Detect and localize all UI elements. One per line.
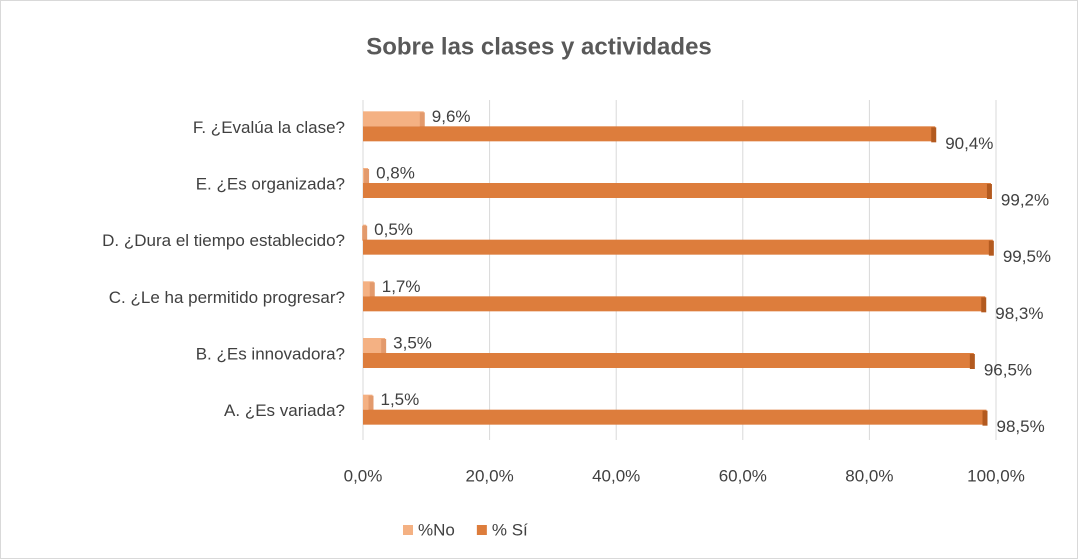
- data-label: 99,5%: [1003, 247, 1051, 266]
- bar: [363, 111, 424, 127]
- bar: [363, 126, 936, 142]
- data-label: 96,5%: [984, 360, 1032, 379]
- data-label: 1,7%: [382, 277, 421, 296]
- bar-side: [986, 184, 992, 199]
- legend-swatch: [476, 525, 487, 535]
- bar: [363, 296, 986, 312]
- bar-side: [969, 354, 975, 369]
- legend-label: %No: [418, 520, 455, 539]
- bar-side: [364, 169, 370, 184]
- x-tick-label: 100,0%: [967, 466, 1025, 485]
- y-tick-label: D. ¿Dura el tiempo establecido?: [102, 231, 345, 250]
- bar-side: [368, 395, 374, 411]
- x-tick-label: 60,0%: [719, 466, 767, 485]
- data-label: 0,8%: [376, 163, 415, 182]
- bar-side: [931, 127, 937, 143]
- x-tick-label: 80,0%: [845, 466, 893, 485]
- data-label: 1,5%: [380, 390, 419, 409]
- data-label: 98,3%: [995, 304, 1043, 323]
- data-label: 98,5%: [997, 417, 1045, 436]
- legend-label: % Sí: [492, 520, 528, 539]
- y-tick-label: E. ¿Es organizada?: [196, 174, 345, 193]
- bar-side: [369, 282, 375, 298]
- bar: [363, 183, 991, 198]
- bar-side: [982, 410, 988, 426]
- y-tick-label: F. ¿Evalúa la clase?: [193, 118, 345, 137]
- x-tick-label: 20,0%: [465, 466, 513, 485]
- data-label: 99,2%: [1001, 190, 1049, 209]
- x-tick-label: 40,0%: [592, 466, 640, 485]
- y-tick-label: C. ¿Le ha permitido progresar?: [109, 288, 345, 307]
- data-label: 9,6%: [432, 107, 471, 126]
- bar-side: [381, 339, 387, 354]
- data-label: 0,5%: [374, 220, 413, 239]
- bar: [363, 239, 993, 255]
- bar: [363, 394, 373, 410]
- bar: [363, 353, 974, 368]
- x-tick-label: 0,0%: [344, 466, 383, 485]
- bar-side: [981, 297, 987, 313]
- bar-side: [362, 225, 368, 241]
- y-tick-label: B. ¿Es innovadora?: [196, 344, 345, 363]
- data-label: 90,4%: [945, 134, 993, 153]
- bar-side: [988, 240, 994, 256]
- y-tick-label: A. ¿Es variada?: [224, 401, 345, 420]
- chart-title: Sobre las clases y actividades: [366, 33, 712, 60]
- bar: [363, 409, 987, 425]
- bar: [363, 338, 386, 353]
- bar-side: [419, 112, 425, 128]
- legend-swatch: [403, 525, 413, 535]
- bar: [363, 281, 374, 297]
- data-label: 3,5%: [393, 333, 432, 352]
